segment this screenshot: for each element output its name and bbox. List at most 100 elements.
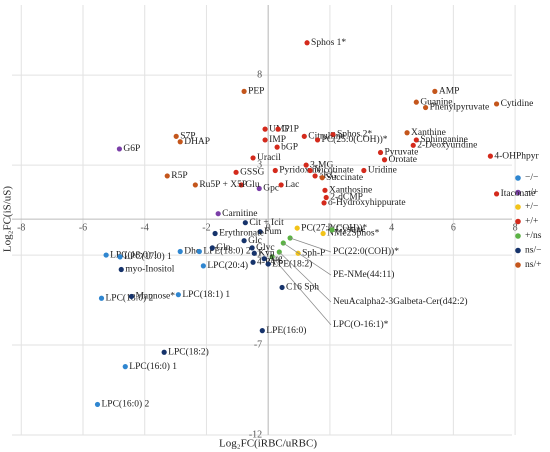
data-point — [177, 139, 183, 145]
point-label: Gln — [216, 243, 231, 253]
point-label: LPC(18:1) 1 — [182, 289, 230, 300]
point-label: Itaconate — [501, 189, 536, 199]
point-label: NeuAcalpha2-3Galbeta-Cer(d42:2) — [333, 296, 468, 307]
data-point — [274, 144, 280, 150]
data-point — [303, 162, 309, 168]
data-point — [262, 126, 268, 132]
point-label: bGP — [281, 142, 298, 152]
data-point — [321, 200, 327, 206]
legend-swatch — [515, 233, 521, 239]
data-point — [312, 173, 318, 179]
data-point — [257, 229, 263, 235]
x-tick-label: -6 — [79, 222, 87, 233]
point-label: Pyridoxine — [279, 166, 321, 176]
point-label: Glc — [248, 236, 262, 246]
point-label: Xanthosine — [329, 186, 372, 196]
data-point — [164, 173, 170, 179]
point-label: Sphinganine — [420, 135, 468, 145]
legend-label: ns/+ — [525, 260, 541, 270]
point-label: Lac — [285, 180, 299, 190]
data-point — [322, 187, 328, 193]
legend-label: ns/− — [525, 246, 541, 256]
legend-swatch — [515, 175, 521, 181]
y-axis-label: Log₂FC(iS/uS) — [2, 186, 14, 253]
legend-swatch — [515, 189, 521, 196]
point-label: LPC(18:0) 1 — [110, 249, 158, 260]
point-label: LPE(18:2) — [272, 258, 312, 269]
point-label: G1P — [282, 124, 299, 134]
data-point — [103, 252, 109, 258]
point-label: PEP — [248, 87, 264, 97]
data-point — [279, 284, 285, 291]
data-point — [212, 230, 218, 237]
legend-label: +/ns — [525, 231, 542, 241]
data-point — [200, 263, 206, 269]
data-point — [432, 88, 438, 94]
y-tick-label: 3 — [257, 159, 262, 170]
legend-label: +/− — [525, 202, 538, 212]
point-label: PC(25:0(COH))* — [322, 134, 388, 145]
data-point — [307, 167, 313, 174]
legend-swatch — [515, 262, 521, 268]
data-point — [314, 137, 321, 143]
data-point — [259, 328, 265, 334]
leader-line — [289, 237, 332, 253]
data-point — [493, 191, 500, 197]
data-point — [94, 401, 101, 408]
data-point — [177, 248, 183, 255]
point-label: LPC(16:0) 1 — [129, 361, 177, 372]
point-label: aKG — [319, 171, 337, 181]
data-point — [241, 88, 247, 94]
point-label: Citrulline — [308, 132, 344, 142]
leader-line — [271, 256, 332, 326]
data-point — [320, 230, 326, 237]
data-point — [280, 240, 286, 246]
data-point — [215, 211, 221, 217]
point-label: LPC(16:0) 2 — [101, 399, 149, 410]
point-label: C16 Sph — [286, 283, 319, 293]
x-axis-label: Log₂FC(iRBC/uRBC) — [219, 438, 317, 450]
point-label: LPE(16:0) — [266, 325, 306, 336]
point-label: Arg — [268, 254, 283, 264]
data-point — [304, 40, 310, 46]
point-label: S7P — [180, 132, 195, 142]
y-tick-label: -7 — [254, 339, 262, 350]
data-point — [249, 245, 255, 251]
x-tick-label: -2 — [202, 222, 210, 233]
data-point — [241, 238, 247, 244]
data-point — [404, 130, 410, 136]
point-label: Dho — [184, 247, 201, 257]
point-label: LPC(18:2) — [168, 346, 209, 357]
data-point — [275, 126, 281, 132]
legend-label: +/+ — [525, 217, 538, 227]
data-point — [330, 131, 336, 138]
data-point — [410, 142, 416, 148]
data-point — [118, 266, 124, 273]
data-point — [242, 220, 248, 226]
point-label: Sphos 1* — [311, 38, 346, 48]
point-label: LPC(O-16:1)* — [333, 319, 389, 330]
data-point — [413, 99, 419, 105]
point-label: Cit + Icit — [249, 218, 284, 228]
data-point — [323, 194, 329, 201]
point-label: PC(27:0(COH))* — [301, 222, 367, 233]
x-tick-label: 8 — [513, 222, 518, 233]
point-label: 2-Deoxyuridine — [417, 141, 477, 151]
point-label: Sph-P — [302, 248, 325, 258]
data-point — [261, 256, 267, 262]
legend-label: −/− — [525, 173, 538, 183]
x-tick-label: 2 — [327, 222, 332, 233]
point-label: Sphos 2* — [337, 130, 372, 140]
data-point — [122, 364, 128, 370]
point-label: Glyc — [256, 243, 274, 253]
point-label: Xanthine — [411, 128, 446, 138]
data-point — [381, 157, 388, 163]
data-point — [128, 293, 135, 300]
legend-label: −/+ — [525, 188, 538, 198]
legend-swatch — [515, 218, 521, 225]
point-label: Cytidine — [501, 99, 534, 109]
legend-swatch — [515, 247, 521, 254]
point-label: Pyruvate — [385, 148, 419, 158]
point-label: Uridine — [368, 166, 397, 176]
point-label: Orotate — [389, 155, 418, 165]
